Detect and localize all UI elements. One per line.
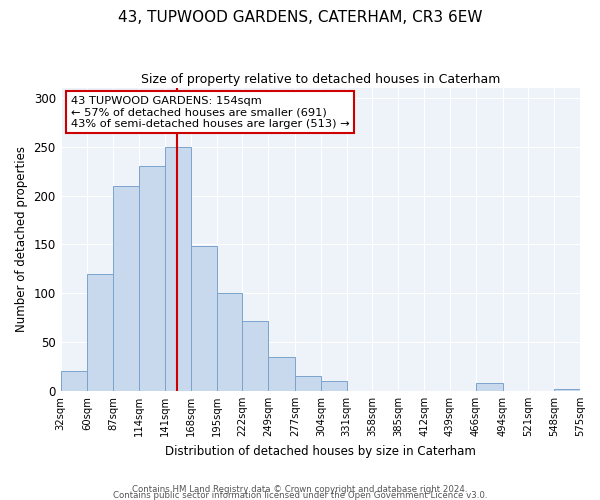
Text: Contains public sector information licensed under the Open Government Licence v3: Contains public sector information licen… — [113, 490, 487, 500]
X-axis label: Distribution of detached houses by size in Caterham: Distribution of detached houses by size … — [165, 444, 476, 458]
Y-axis label: Number of detached properties: Number of detached properties — [15, 146, 28, 332]
Bar — [165, 146, 191, 391]
Bar — [295, 376, 321, 391]
Bar — [61, 372, 88, 391]
Bar — [554, 389, 580, 391]
Bar — [139, 166, 165, 391]
Text: 43 TUPWOOD GARDENS: 154sqm
← 57% of detached houses are smaller (691)
43% of sem: 43 TUPWOOD GARDENS: 154sqm ← 57% of deta… — [71, 96, 350, 129]
Text: Contains HM Land Registry data © Crown copyright and database right 2024.: Contains HM Land Registry data © Crown c… — [132, 484, 468, 494]
Bar — [476, 383, 503, 391]
Text: 43, TUPWOOD GARDENS, CATERHAM, CR3 6EW: 43, TUPWOOD GARDENS, CATERHAM, CR3 6EW — [118, 10, 482, 25]
Bar — [88, 274, 113, 391]
Title: Size of property relative to detached houses in Caterham: Size of property relative to detached ho… — [140, 72, 500, 86]
Bar — [242, 320, 268, 391]
Bar — [321, 381, 347, 391]
Bar — [191, 246, 217, 391]
Bar — [217, 293, 242, 391]
Bar — [113, 186, 139, 391]
Bar — [268, 356, 295, 391]
